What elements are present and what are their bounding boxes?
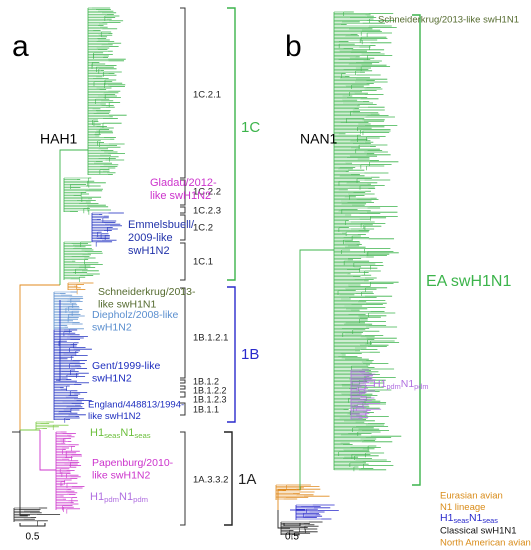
annotation: 2009-like — [128, 232, 173, 244]
clade-bracket — [180, 385, 186, 390]
annotation-part: seas — [453, 516, 469, 525]
annotation-part: seas — [134, 431, 150, 440]
group-bracket — [227, 7, 236, 281]
annotation-part: H1 — [373, 378, 387, 390]
annotation: Papenburg/2010- — [92, 457, 174, 469]
clade-label: 1C.2.2 — [193, 187, 221, 198]
annotation: England/448813/1994- — [88, 400, 184, 411]
scale-bar — [283, 523, 301, 527]
clade-label: 1A.3.3.2 — [193, 475, 228, 486]
annotation-part: pdm — [386, 382, 400, 391]
annotation-part: N1 — [401, 378, 415, 390]
scale-bar — [19, 523, 46, 527]
clade-bracket — [180, 179, 186, 206]
scale-label: 0.5 — [26, 532, 40, 543]
annotation-part: seas — [482, 516, 498, 525]
clade-label: 1B.1.2.1 — [193, 333, 228, 344]
clade-label: 1B.1.2.2 — [193, 385, 227, 395]
annotation-part: N1 — [119, 491, 133, 503]
clade-label: 1C.2.1 — [193, 90, 221, 101]
annotation-part: H1 — [440, 512, 454, 524]
group-label: EA swH1N1 — [426, 273, 511, 290]
clade-bracket — [180, 402, 186, 416]
annotation: swH1N2 — [128, 245, 170, 257]
annotation: like swH1N1 — [98, 298, 157, 310]
annotation-part: N1 — [120, 427, 134, 439]
clade-bracket — [180, 287, 186, 379]
annotation: North American avian — [440, 538, 531, 549]
clade-bracket — [180, 214, 186, 241]
annotation: Schneiderkrug/2013-like swH1N1 — [378, 15, 519, 26]
annotation: Diepholz/2008-like — [92, 309, 179, 321]
tree-backbone — [299, 249, 334, 490]
annotation: Schneiderkrug/2013- — [98, 286, 196, 298]
annotation-part: seas — [104, 431, 120, 440]
tree-layer — [12, 7, 402, 539]
clade-bracket — [180, 7, 186, 179]
annotation: Emmelsbuell/ — [128, 219, 195, 231]
tree-backbone — [277, 510, 290, 529]
tree-backbone — [19, 430, 30, 516]
annotation: Gent/1999-like — [92, 360, 160, 372]
clade-bracket — [180, 391, 186, 398]
annotation: N1 lineage — [440, 502, 485, 513]
annotation: H1pdmN1pdm — [373, 378, 428, 391]
group-bracket — [224, 431, 233, 526]
annotation: Eurasian avian — [440, 491, 503, 502]
tree-backbone — [277, 489, 300, 510]
clade-bracket — [180, 431, 186, 526]
tree-backbone — [19, 284, 60, 430]
clade-label: 1B.1.1 — [193, 404, 219, 414]
group-label: 1B — [241, 346, 259, 363]
annotation: Classical swH1N1 — [440, 526, 517, 537]
panel-title: HAH1 — [40, 131, 78, 147]
annotation: H1seasN1seas — [440, 512, 498, 525]
clade-label: 1B.1.2.3 — [193, 394, 227, 404]
tree-backbone — [59, 149, 88, 285]
clade-bracket — [180, 242, 186, 281]
group-label: 1C — [241, 119, 260, 136]
panel-letter: b — [285, 30, 302, 63]
clade-bracket — [180, 379, 186, 384]
clade-label: 1C.1 — [193, 257, 213, 268]
group-bracket — [227, 286, 236, 423]
annotation: H1pdmN1pdm — [90, 491, 148, 504]
annotation: like swH1N2 — [150, 190, 211, 202]
annotation-part: N1 — [469, 512, 483, 524]
tree-backbone — [56, 300, 61, 381]
panel-letter: a — [12, 30, 29, 63]
annotation: swH1N2 — [92, 321, 132, 333]
clade-label: 1C.2.3 — [193, 206, 221, 217]
annotation-part: pdm — [133, 495, 148, 504]
clade-label: 1C.2 — [193, 223, 213, 234]
annotation-part: H1 — [90, 427, 104, 439]
annotation: like swH1N2 — [88, 411, 141, 422]
annotation-part: pdm — [414, 382, 428, 391]
annotation-part: pdm — [104, 495, 119, 504]
annotation: swH1N2 — [92, 372, 132, 384]
scale-label: 0.5 — [285, 532, 299, 543]
clade-bracket — [180, 206, 186, 214]
clade-label: 1B.1.2 — [193, 376, 219, 386]
annotation: H1seasN1seas — [90, 427, 151, 440]
tree-backbone — [39, 430, 56, 471]
group-bracket — [412, 14, 421, 486]
annotation: like swH1N2 — [92, 469, 151, 481]
annotation: Gladau/2012- — [150, 177, 217, 189]
annotation-part: H1 — [90, 491, 104, 503]
panel-title: NAN1 — [300, 131, 338, 147]
group-label: 1A — [238, 471, 256, 488]
